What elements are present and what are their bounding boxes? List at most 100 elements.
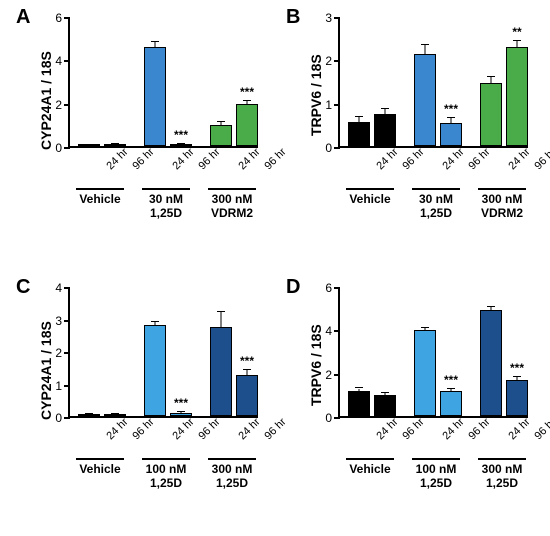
error-cap (487, 76, 495, 77)
significance-marker: *** (444, 373, 458, 387)
x-tick-label: 24 hr (374, 146, 400, 172)
x-tick-label: 96 hr (196, 146, 222, 172)
bar (374, 395, 396, 416)
error-cap (487, 306, 495, 307)
bar (414, 54, 436, 146)
x-tick-label: 24 hr (170, 146, 196, 172)
error-cap (111, 143, 119, 144)
y-tick-label: 0 (325, 141, 332, 155)
plot-area: 024624 hr96 hr24 hr***96 hr24 hr***96 hr (338, 288, 528, 418)
error-cap (85, 144, 93, 145)
error-bar (89, 414, 90, 415)
error-cap (381, 108, 389, 109)
y-tick (64, 104, 70, 106)
x-tick-label: 96 hr (400, 146, 426, 172)
bar (440, 391, 462, 416)
significance-marker: *** (444, 102, 458, 116)
y-tick (334, 17, 340, 19)
error-cap (243, 369, 251, 370)
y-tick-label: 2 (325, 54, 332, 68)
y-axis-label: TRPV6 / 18S (308, 324, 324, 406)
x-tick-label: 24 hr (236, 146, 262, 172)
y-tick (64, 417, 70, 419)
error-bar (155, 322, 156, 325)
y-tick-label: 3 (55, 314, 62, 328)
group-label: 300 nM (482, 192, 523, 206)
error-cap (421, 44, 429, 45)
error-cap (447, 388, 455, 389)
x-tick-label: 96 hr (196, 416, 222, 442)
x-tick-label: 96 hr (466, 146, 492, 172)
group-sublabel: 1,25D (150, 476, 182, 490)
x-tick-label: 96 hr (400, 416, 426, 442)
bar (414, 330, 436, 416)
figure: ACYP24A1 / 18S024624 hr96 hr24 hr***96 h… (0, 0, 550, 536)
error-cap (243, 100, 251, 101)
panel-label-A: A (16, 6, 30, 29)
y-tick-label: 4 (55, 281, 62, 295)
group-line (142, 458, 190, 460)
bar (440, 123, 462, 146)
bar (144, 47, 166, 146)
group-line (346, 458, 394, 460)
x-tick-label: 24 hr (104, 146, 130, 172)
x-tick-label: 96 hr (532, 416, 550, 442)
y-tick-label: 4 (325, 324, 332, 338)
y-tick (64, 147, 70, 149)
group-label: Vehicle (349, 192, 390, 206)
x-tick-label: 96 hr (130, 416, 156, 442)
bar (480, 310, 502, 416)
y-tick (334, 60, 340, 62)
error-cap (177, 143, 185, 144)
y-tick (334, 330, 340, 332)
group-line (142, 188, 190, 190)
y-tick-label: 2 (55, 346, 62, 360)
error-bar (385, 109, 386, 113)
x-tick-label: 24 hr (104, 416, 130, 442)
error-bar (451, 389, 452, 391)
x-tick-label: 24 hr (374, 416, 400, 442)
bar (348, 122, 370, 146)
group-sublabel: VDRM2 (481, 206, 523, 220)
y-tick (64, 352, 70, 354)
group-label: 100 nM (146, 462, 187, 476)
bar (374, 114, 396, 147)
x-tick-label: 96 hr (130, 146, 156, 172)
error-bar (181, 144, 182, 145)
error-bar (491, 307, 492, 310)
group-line (76, 188, 124, 190)
group-line (478, 458, 526, 460)
significance-marker: *** (174, 128, 188, 142)
panel-label-C: C (16, 276, 30, 299)
group-label: 300 nM (212, 192, 253, 206)
error-bar (115, 144, 116, 145)
y-tick (64, 287, 70, 289)
group-line (478, 188, 526, 190)
x-tick-label: 24 hr (170, 416, 196, 442)
error-cap (151, 41, 159, 42)
error-cap (85, 413, 93, 414)
y-tick (64, 60, 70, 62)
y-tick-label: 6 (55, 11, 62, 25)
error-bar (517, 41, 518, 47)
error-bar (221, 122, 222, 125)
error-cap (355, 387, 363, 388)
y-tick-label: 0 (55, 141, 62, 155)
error-cap (355, 116, 363, 117)
group-line (412, 188, 460, 190)
group-label: 30 nM (149, 192, 183, 206)
x-tick-label: 96 hr (532, 146, 550, 172)
error-bar (359, 117, 360, 122)
group-sublabel: 1,25D (420, 476, 452, 490)
y-tick (64, 17, 70, 19)
bar (144, 325, 166, 416)
bar (170, 413, 192, 416)
error-bar (221, 312, 222, 327)
error-bar (425, 45, 426, 54)
group-sublabel: 1,25D (486, 476, 518, 490)
error-bar (425, 328, 426, 330)
group-sublabel: 1,25D (216, 476, 248, 490)
group-label: 30 nM (419, 192, 453, 206)
error-cap (151, 321, 159, 322)
x-tick-label: 96 hr (262, 146, 288, 172)
